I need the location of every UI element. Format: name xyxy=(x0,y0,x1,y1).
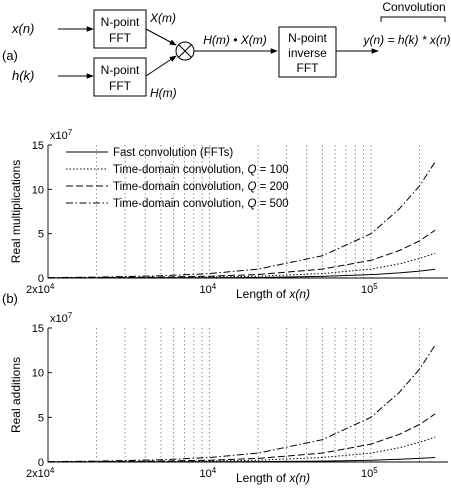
ifft-block xyxy=(278,26,337,78)
xm-label: X(m) xyxy=(149,11,176,25)
x-tick-label: 104 xyxy=(199,282,216,296)
y-tick-label: 15 xyxy=(32,140,44,152)
legend-label: Time-domain convolution, Q = 100 xyxy=(113,164,289,176)
multiplier-icon xyxy=(175,41,195,61)
axes xyxy=(47,328,448,463)
legend: Fast convolution (FFTs) Time-domain convo… xyxy=(66,147,289,210)
x-axis-label: Length of x(n) xyxy=(236,287,310,301)
ifft-label-1: N-point xyxy=(288,31,327,45)
y-tick-label: 5 xyxy=(38,229,44,241)
series-line-dashed xyxy=(47,413,436,463)
y-tick-label: 15 xyxy=(32,323,44,335)
y-tick-label: 10 xyxy=(32,184,44,196)
fft-top-label-2: FFT xyxy=(109,31,132,45)
x-tick-label: 2x104 xyxy=(26,466,55,480)
legend-label: Time-domain convolution, Q = 200 xyxy=(113,181,289,193)
y-tick-label: 5 xyxy=(38,412,44,424)
xm-arrow xyxy=(145,28,177,46)
product-label: H(m) • X(m) xyxy=(203,33,267,47)
input-x-label: x(n) xyxy=(11,21,34,36)
convolution-bracket xyxy=(380,16,446,22)
y-tick-label: 0 xyxy=(38,457,44,469)
y-tick-label: 10 xyxy=(32,368,44,380)
ifft-label-3: FFT xyxy=(297,61,320,75)
fft-bottom-label-1: N-point xyxy=(101,63,140,77)
block-diagram: (a) x(n) N-point FFT h(k) N-point FFT X(… xyxy=(2,0,451,100)
fft-bottom-label-2: FFT xyxy=(109,79,132,93)
output-label: y(n) = h(k) * x(n) xyxy=(362,33,450,47)
series-line-dashdot xyxy=(47,161,436,279)
series-line-dotted xyxy=(47,436,436,463)
ifft-label-2: inverse xyxy=(288,46,327,60)
x-tick-label: 2x104 xyxy=(26,282,55,296)
y-axis-label: Real additions xyxy=(9,357,23,433)
x-tick-label: 104 xyxy=(199,466,216,480)
series-line-dashed xyxy=(47,229,436,279)
input-h-label: h(k) xyxy=(12,68,34,83)
x-tick-label: 105 xyxy=(361,282,378,296)
legend-label: Time-domain convolution, Q = 500 xyxy=(113,198,289,210)
panel-a-label: (a) xyxy=(2,48,18,63)
y-axis-label: Real multiplications xyxy=(9,160,23,263)
legend-label: Fast convolution (FFTs) xyxy=(113,147,233,159)
hm-label: H(m) xyxy=(150,86,177,100)
y-exponent-label: x107 xyxy=(50,311,73,325)
chart-real-additions: 0 5 10 15 x107 2x104 104 105 Length of x(n) Real … xyxy=(2,291,448,485)
convolution-label: Convolution xyxy=(382,0,445,14)
chart-real-multiplications: 0 5 10 15 x107 2x104 104 105 Length of x(n) Real … xyxy=(9,128,448,301)
series-line-dashdot xyxy=(47,344,436,463)
fft-bottom-block xyxy=(93,57,147,97)
panel-label: (b) xyxy=(2,291,18,306)
fft-top-label-1: N-point xyxy=(101,15,140,29)
x-axis-label: Length of x(n) xyxy=(236,471,310,485)
hm-arrow xyxy=(145,55,177,77)
y-exponent-label: x107 xyxy=(50,128,73,142)
y-tick-label: 0 xyxy=(38,273,44,285)
x-tick-label: 105 xyxy=(361,466,378,480)
